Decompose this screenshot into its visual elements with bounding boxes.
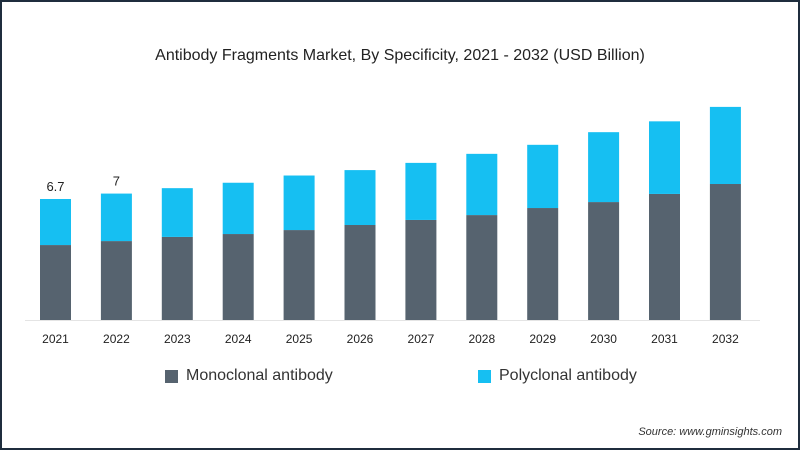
bar-monoclonal-2029 xyxy=(527,208,559,320)
bar-polyclonal-2032 xyxy=(709,106,741,185)
bar-polyclonal-2025 xyxy=(283,175,315,231)
bar-monoclonal-2032 xyxy=(709,184,741,320)
legend-label-polyclonal: Polyclonal antibody xyxy=(499,367,637,384)
bar-monoclonal-2022 xyxy=(100,241,132,320)
x-tick-label-2027: 2027 xyxy=(408,332,435,346)
bar-polyclonal-2028 xyxy=(466,153,498,216)
x-tick-label-2028: 2028 xyxy=(468,332,495,346)
data-label-2022: 7 xyxy=(113,174,120,189)
bar-monoclonal-2027 xyxy=(405,219,437,320)
bar-polyclonal-2031 xyxy=(649,121,680,194)
legend-swatch-polyclonal xyxy=(478,369,491,383)
x-tick-label-2025: 2025 xyxy=(286,332,313,346)
x-tick-label-2022: 2022 xyxy=(103,332,130,346)
bar-monoclonal-2026 xyxy=(344,225,376,320)
bar-polyclonal-2026 xyxy=(344,170,376,226)
bar-monoclonal-2030 xyxy=(588,202,620,320)
x-tick-label-2032: 2032 xyxy=(712,332,739,346)
bar-polyclonal-2029 xyxy=(527,144,559,209)
chart-title: Antibody Fragments Market, By Specificit… xyxy=(155,47,645,64)
bar-polyclonal-2027 xyxy=(405,162,437,220)
x-tick-label-2024: 2024 xyxy=(225,332,252,346)
bar-monoclonal-2023 xyxy=(161,236,193,320)
bar-polyclonal-2030 xyxy=(588,132,620,203)
x-tick-label-2030: 2030 xyxy=(590,332,617,346)
x-tick-label-2021: 2021 xyxy=(42,332,69,346)
bar-monoclonal-2021 xyxy=(40,245,71,320)
bar-polyclonal-2022 xyxy=(100,193,132,242)
legend-item-monoclonal: Monoclonal antibody xyxy=(165,367,333,385)
data-label-2021: 6.7 xyxy=(46,179,64,194)
bar-polyclonal-2023 xyxy=(161,188,193,237)
x-tick-label-2029: 2029 xyxy=(529,332,556,346)
x-tick-label-2031: 2031 xyxy=(651,332,678,346)
bar-monoclonal-2024 xyxy=(222,234,254,320)
source-note: Source: www.gminsights.com xyxy=(638,426,782,438)
x-tick-label-2023: 2023 xyxy=(164,332,191,346)
x-tick-label-2026: 2026 xyxy=(347,332,374,346)
bar-monoclonal-2031 xyxy=(649,193,680,320)
legend-item-polyclonal: Polyclonal antibody xyxy=(478,367,637,385)
bar-monoclonal-2028 xyxy=(466,215,498,320)
bar-monoclonal-2025 xyxy=(283,230,315,320)
legend-label-monoclonal: Monoclonal antibody xyxy=(186,367,333,384)
bar-polyclonal-2021 xyxy=(40,198,71,246)
bar-polyclonal-2024 xyxy=(222,182,254,235)
legend-swatch-monoclonal xyxy=(165,369,178,383)
